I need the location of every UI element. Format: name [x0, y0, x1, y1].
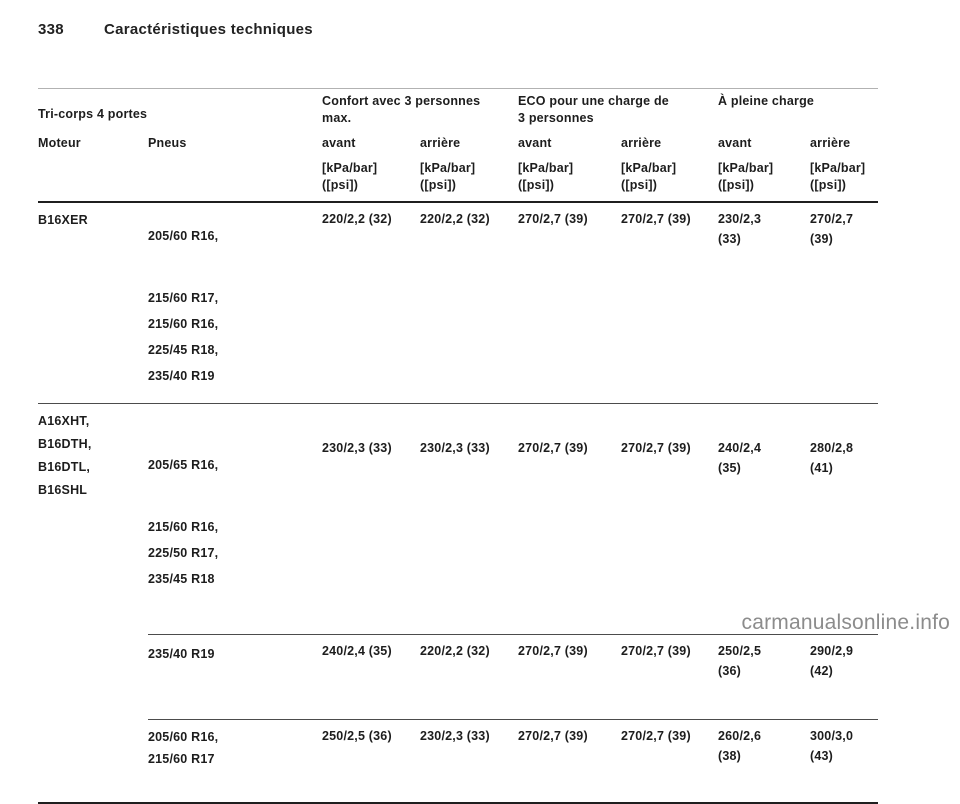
pressure-eco-front: 270/2,7 (39) — [518, 644, 588, 658]
pressure-eco-rear: 270/2,7 (39) — [621, 644, 691, 658]
table-group-header-row: Tri-corps 4 portes Confort avec 3 person… — [38, 89, 878, 127]
pressure-eco-rear: 270/2,7 (39) — [621, 441, 691, 455]
page-title: Caractéristiques techniques — [103, 21, 313, 38]
unit-label: [kPa/bar] ([psi]) — [718, 161, 774, 192]
table-row: 235/40 R19 240/2,4 (35) 220/2,2 (32) 270… — [148, 634, 878, 691]
pressure-comfort-rear: 230/2,3 (33) — [420, 729, 490, 743]
col-header-rear: arrière — [810, 136, 851, 150]
pressure-comfort-front: 250/2,5 (36) — [322, 729, 392, 743]
col-header-rear: arrière — [420, 136, 461, 150]
table-row-group: A16XHT, B16DTH, B16DTL, B16SHL 205/65 R1… — [38, 403, 878, 804]
pressure-full-front: 240/2,4 (35) — [718, 441, 762, 475]
table-column-header-row: Moteur Pneus avant arrière avant arrière… — [38, 136, 878, 151]
unit-label: [kPa/bar] ([psi]) — [810, 161, 866, 192]
pressure-comfort-rear: 230/2,3 (33) — [420, 441, 490, 455]
pressure-eco-front: 270/2,7 (39) — [518, 212, 588, 226]
pressure-comfort-rear: 220/2,2 (32) — [420, 644, 490, 658]
pressure-full-rear: 300/3,0 (43) — [810, 729, 854, 763]
pressure-comfort-front: 240/2,4 (35) — [322, 644, 392, 658]
unit-label: [kPa/bar] ([psi]) — [420, 161, 476, 192]
unit-label: [kPa/bar] ([psi]) — [518, 161, 574, 192]
pressure-full-rear: 280/2,8 (41) — [810, 441, 854, 475]
unit-label: [kPa/bar] ([psi]) — [322, 161, 378, 192]
col-header-tires: Pneus — [148, 136, 187, 150]
table-row: 205/60 R16, 215/60 R17 250/2,5 (36) 230/… — [148, 719, 878, 774]
pressure-eco-front: 270/2,7 (39) — [518, 729, 588, 743]
tire-pressure-table: Tri-corps 4 portes Confort avec 3 person… — [38, 88, 878, 804]
col-header-rear: arrière — [621, 136, 662, 150]
pressure-full-front: 260/2,6 (38) — [718, 729, 762, 763]
table-unit-row: [kPa/bar] ([psi]) [kPa/bar] ([psi]) [kPa… — [38, 160, 878, 203]
table-row: 205/65 R16, 215/60 R16, 225/50 R17, 235/… — [148, 432, 878, 606]
col-header-front: avant — [518, 136, 552, 150]
page-number: 338 — [38, 21, 64, 38]
site-watermark: carmanualsonline.info — [741, 611, 950, 634]
tires-cell: 205/65 R16, 215/60 R16, 225/50 R17, 235/… — [148, 432, 322, 606]
tire-size: 205/65 R16, — [148, 458, 219, 472]
pressure-eco-rear: 270/2,7 (39) — [621, 212, 691, 226]
pressure-comfort-front: 230/2,3 (33) — [322, 441, 392, 455]
pressure-eco-front: 270/2,7 (39) — [518, 441, 588, 455]
engine-cell: B16XER — [38, 213, 88, 227]
tire-size: 235/40 R19 — [148, 647, 215, 661]
unit-label: [kPa/bar] ([psi]) — [621, 161, 677, 192]
tire-size: 205/60 R16, — [148, 229, 219, 243]
pressure-full-front: 230/2,3 (33) — [718, 212, 762, 246]
eco-group-header: ECO pour une charge de 3 personnes — [518, 94, 669, 125]
engine-cell: A16XHT, B16DTH, B16DTL, B16SHL — [38, 414, 92, 497]
tire-sizes: 215/60 R17, 215/60 R16, 225/45 R18, 235/… — [148, 291, 219, 383]
tire-sizes: 205/60 R16, 215/60 R17 — [148, 730, 219, 766]
pressure-full-rear: 270/2,7 (39) — [810, 212, 854, 246]
pressure-eco-rear: 270/2,7 (39) — [621, 729, 691, 743]
col-header-front: avant — [322, 136, 356, 150]
pressure-comfort-rear: 220/2,2 (32) — [420, 212, 490, 226]
col-header-engine: Moteur — [38, 136, 81, 150]
comfort-group-header: Confort avec 3 personnes max. — [322, 94, 481, 125]
tires-cell: 205/60 R16, 215/60 R17, 215/60 R16, 225/… — [148, 203, 322, 403]
tire-sizes: 215/60 R16, 225/50 R17, 235/45 R18 — [148, 520, 219, 586]
body-style-header: Tri-corps 4 portes — [38, 107, 148, 121]
pressure-comfort-front: 220/2,2 (32) — [322, 212, 392, 226]
row-group-subrows: 205/65 R16, 215/60 R16, 225/50 R17, 235/… — [148, 404, 878, 802]
table-row: B16XER 205/60 R16, 215/60 R17, 215/60 R1… — [38, 203, 878, 403]
col-header-front: avant — [718, 136, 752, 150]
full-load-group-header: À pleine charge — [718, 94, 815, 108]
page-header: 338 Caractéristiques techniques — [38, 21, 313, 38]
